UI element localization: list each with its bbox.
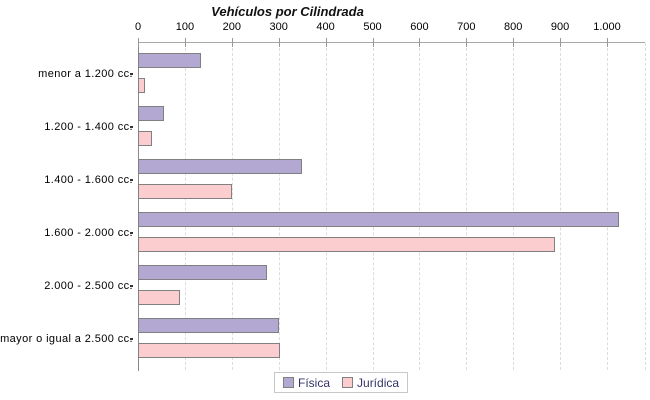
x-axis-tick [513, 38, 515, 47]
bar-juridica [138, 343, 280, 358]
gridline [645, 43, 646, 370]
bar-juridica [138, 78, 145, 93]
x-axis-tick-label: 800 [504, 21, 523, 33]
bar-fisica [138, 106, 164, 121]
category-label: 1.600 - 2.000 cc. [44, 227, 133, 239]
x-axis-tick-label: 700 [457, 21, 476, 33]
x-axis-tick-label: 1.000 [593, 21, 621, 33]
bar-fisica [138, 318, 279, 333]
category-tick [130, 285, 133, 287]
category-tick [130, 232, 133, 234]
bar-juridica [138, 237, 555, 252]
category-label: 1.200 - 1.400 cc. [44, 121, 133, 133]
x-axis-tick [231, 38, 233, 47]
category-label: mayor o igual a 2.500 cc. [0, 333, 133, 345]
x-axis-tick [466, 38, 468, 47]
legend-label: Jurídica [357, 375, 400, 390]
x-axis-tick [560, 38, 562, 47]
category-tick [130, 126, 133, 128]
x-axis-tick-label: 400 [316, 21, 335, 33]
category-tick [130, 338, 133, 340]
x-axis-tick [325, 38, 327, 47]
x-axis-tick [607, 38, 608, 47]
x-axis-tick [419, 38, 421, 47]
x-axis-tick-label: 0 [134, 21, 142, 33]
gridline [607, 43, 608, 370]
bar-juridica [138, 131, 152, 146]
category-label: 1.400 - 1.600 cc. [44, 174, 133, 186]
x-axis-tick [138, 38, 139, 47]
category-tick [130, 73, 133, 75]
legend-swatch-icon [342, 377, 354, 388]
gridline [560, 43, 562, 370]
x-axis-tick-label: 500 [363, 21, 382, 33]
x-axis-line [138, 42, 645, 43]
gridline [419, 43, 421, 370]
gridline [513, 43, 515, 370]
legend-label: Física [298, 375, 331, 390]
x-axis-tick-label: 100 [175, 21, 195, 33]
bar-juridica [138, 290, 180, 305]
x-axis-tick-label: 300 [269, 21, 288, 33]
gridline [231, 43, 233, 370]
legend-swatch-icon [283, 377, 294, 388]
x-axis-tick-label: 200 [222, 21, 241, 33]
bar-fisica [138, 265, 267, 280]
category-tick [130, 179, 133, 181]
bar-fisica [138, 53, 201, 68]
gridline [278, 43, 280, 370]
legend: Física Jurídica [274, 372, 409, 393]
bar-juridica [138, 184, 232, 199]
category-label: 2.000 - 2.500 cc. [44, 280, 133, 292]
legend-item-juridica: Jurídica [342, 376, 399, 390]
legend-item-fisica: Física [283, 376, 330, 390]
category-label: menor a 1.200 cc. [38, 68, 133, 80]
x-axis-tick-label: 600 [410, 21, 429, 33]
bar-fisica [138, 212, 619, 227]
x-axis-tick-label: 900 [550, 21, 570, 33]
x-axis-tick [184, 38, 186, 47]
chart-title: Vehículos por Cilindrada [211, 4, 364, 19]
gridline [466, 43, 468, 370]
y-axis-line [138, 42, 139, 371]
x-axis-tick [372, 38, 374, 47]
x-axis-tick [278, 38, 280, 47]
gridline [184, 43, 186, 370]
gridline [372, 43, 374, 370]
gridline [325, 43, 327, 370]
bar-fisica [138, 159, 302, 174]
